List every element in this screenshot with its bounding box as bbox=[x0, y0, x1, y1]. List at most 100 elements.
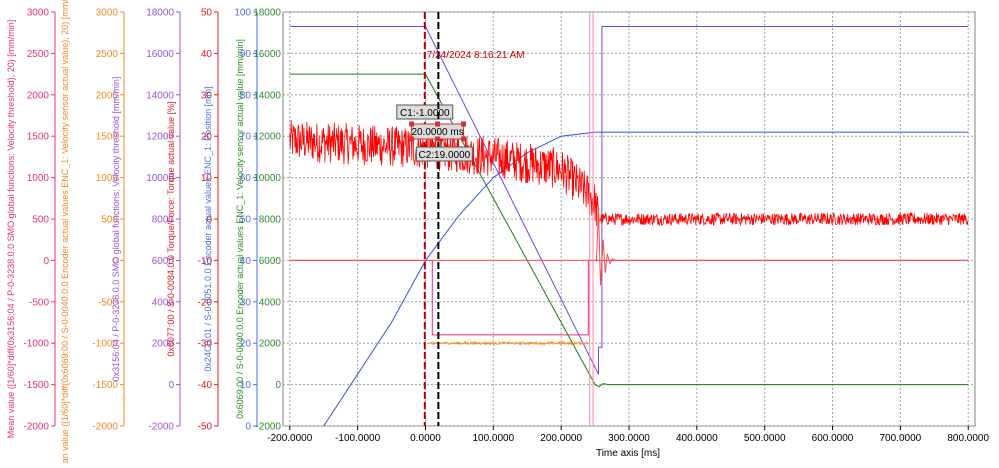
y-axis-a2: -2000 -1500 -1000 -500 0 500 1000 1500 2000 2500 3… bbox=[60, 0, 125, 468]
y-axis-title: 0x6069:00 / S-0-0040.0.0 Encoder actual … bbox=[235, 39, 245, 419]
y-tick-label: 10 bbox=[240, 380, 252, 391]
y-tick-label: 0 bbox=[168, 380, 174, 391]
y-tick-label: 30 bbox=[201, 90, 213, 101]
series-line-6 bbox=[289, 210, 969, 286]
x-tick-label: 700.0000 bbox=[880, 433, 922, 444]
cursor-delta-handle[interactable] bbox=[461, 121, 467, 127]
y-tick-label: 12000 bbox=[146, 132, 174, 143]
y-tick-label: 4000 bbox=[152, 297, 175, 308]
cursor-delta-handle[interactable] bbox=[409, 121, 415, 127]
y-axis-title: 0x24C0:01 / S-0-0051.0.0 Encoder actual … bbox=[203, 86, 213, 371]
series-line-2 bbox=[323, 131, 969, 426]
y-tick-label: 16000 bbox=[253, 49, 281, 60]
cursor-label-text: C2:19.0000 bbox=[419, 150, 471, 161]
y-tick-label: -2000 bbox=[148, 422, 174, 433]
cursor-delta-handle[interactable] bbox=[435, 121, 441, 127]
y-tick-label: 6000 bbox=[259, 256, 282, 267]
y-tick-label: 70 bbox=[240, 132, 252, 143]
cursor-label-2[interactable]: C2:19.0000 bbox=[415, 146, 473, 162]
y-tick-label: -2000 bbox=[23, 422, 49, 433]
y-tick-label: 500 bbox=[101, 215, 118, 226]
x-axis-group: -200.0000 -100.0000 0.0000 100.0000 200.0000… bbox=[267, 426, 990, 444]
y-tick-label: 10000 bbox=[146, 173, 174, 184]
y-axis-title: 0x6077:00 / S-0-0084.0.0 Torque/Force: T… bbox=[166, 101, 176, 356]
series-line-4 bbox=[428, 340, 589, 346]
y-tick-label: 2500 bbox=[96, 49, 119, 60]
y-tick-label: 0 bbox=[43, 256, 49, 267]
y-tick-label: 2000 bbox=[152, 339, 175, 350]
y-tick-label: 50 bbox=[201, 8, 213, 19]
y-tick-label: 3000 bbox=[27, 8, 50, 19]
y-tick-label: -30 bbox=[198, 339, 213, 350]
x-tick-label: -100.0000 bbox=[335, 433, 380, 444]
y-tick-label: 50 bbox=[240, 215, 252, 226]
cursor-label-box bbox=[415, 146, 473, 162]
y-tick-label: 1000 bbox=[96, 173, 119, 184]
y-tick-label: 14000 bbox=[253, 90, 281, 101]
y-tick-label: -1500 bbox=[23, 380, 49, 391]
y-tick-label: 80 bbox=[240, 90, 252, 101]
x-tick-label: 800.0000 bbox=[947, 433, 989, 444]
y-tick-label: 8000 bbox=[259, 215, 282, 226]
y-tick-label: -500 bbox=[29, 297, 49, 308]
y-axis-title: Mean value ([1/60]*diff(0x3156:04 / P-0-… bbox=[6, 20, 16, 439]
y-tick-label: 2500 bbox=[27, 49, 50, 60]
y-tick-label: 18000 bbox=[253, 8, 281, 19]
y-tick-label: -2000 bbox=[255, 422, 281, 433]
y-tick-label: 1500 bbox=[27, 132, 50, 143]
y-tick-label: 4000 bbox=[259, 297, 282, 308]
y-tick-label: 8000 bbox=[152, 215, 175, 226]
y-tick-label: 0 bbox=[206, 215, 212, 226]
y-tick-label: 40 bbox=[240, 256, 252, 267]
y-tick-label: 20 bbox=[201, 132, 213, 143]
y-tick-label: 500 bbox=[32, 215, 49, 226]
y-tick-label: 0 bbox=[245, 422, 251, 433]
y-tick-label: 0 bbox=[112, 256, 118, 267]
y-axis-title: Mean value ([1/60]*diff(0x6069:00 / S-0-… bbox=[60, 0, 70, 463]
x-axis-title: Time axis [ms] bbox=[596, 448, 660, 459]
y-tick-label: 18000 bbox=[146, 8, 174, 19]
y-tick-label: -2000 bbox=[92, 422, 118, 433]
y-tick-label: 20 bbox=[240, 339, 252, 350]
y-tick-label: 90 bbox=[240, 49, 252, 60]
y-tick-label: -500 bbox=[98, 297, 118, 308]
y-tick-label: 40 bbox=[201, 49, 213, 60]
y-axis-title: 0x3156:04 / P-0-3238.0.0 SMO global func… bbox=[111, 77, 121, 382]
cursor-delta-handle[interactable] bbox=[409, 136, 415, 142]
y-tick-label: 1500 bbox=[96, 132, 119, 143]
x-tick-label: 200.0000 bbox=[540, 433, 582, 444]
y-tick-label: -1000 bbox=[92, 339, 118, 350]
cursor-group[interactable]: C1:-1.0000 C2:19.0000 20.0000 ms 7/24/2024 … bbox=[396, 12, 525, 426]
y-tick-label: 2000 bbox=[27, 90, 50, 101]
cursor-delta-handle[interactable] bbox=[435, 136, 441, 142]
cursor-delta-handle[interactable] bbox=[461, 136, 467, 142]
y-tick-label: -10 bbox=[198, 256, 213, 267]
y-axis-a4: -50 -40 -30 -20 -10 0 10 20 30 40 50 0x6077:00 / S-… bbox=[166, 8, 219, 433]
y-tick-label: 60 bbox=[240, 173, 252, 184]
y-tick-label: -40 bbox=[198, 380, 213, 391]
x-tick-label: 600.0000 bbox=[812, 433, 854, 444]
cursor-delta-text: 20.0000 ms bbox=[411, 127, 463, 138]
cursor-delta-label[interactable]: 20.0000 ms bbox=[409, 121, 467, 142]
y-tick-label: 10 bbox=[201, 173, 213, 184]
series-line-3 bbox=[289, 119, 969, 227]
y-axis-a1: -2000 -1500 -1000 -500 0 500 1000 1500 2000 2500 3… bbox=[6, 8, 56, 439]
y-tick-label: 6000 bbox=[152, 256, 175, 267]
timestamp-annotation: 7/24/2024 8:16:21 AM bbox=[427, 50, 525, 61]
cursor-label-text: C1:-1.0000 bbox=[400, 108, 450, 119]
cursor-label-1[interactable]: C1:-1.0000 bbox=[396, 104, 454, 120]
x-tick-label: 0.0000 bbox=[410, 433, 441, 444]
x-tick-label: -200.0000 bbox=[267, 433, 312, 444]
x-tick-label: 400.0000 bbox=[676, 433, 718, 444]
y-tick-label: -50 bbox=[198, 422, 213, 433]
x-tick-label: 300.0000 bbox=[608, 433, 650, 444]
y-tick-label: 1000 bbox=[27, 173, 50, 184]
y-tick-label: 0 bbox=[275, 380, 281, 391]
y-tick-label: -20 bbox=[198, 297, 213, 308]
y-tick-label: 16000 bbox=[146, 49, 174, 60]
y-tick-label: 2000 bbox=[259, 339, 282, 350]
y-tick-label: -1500 bbox=[92, 380, 118, 391]
